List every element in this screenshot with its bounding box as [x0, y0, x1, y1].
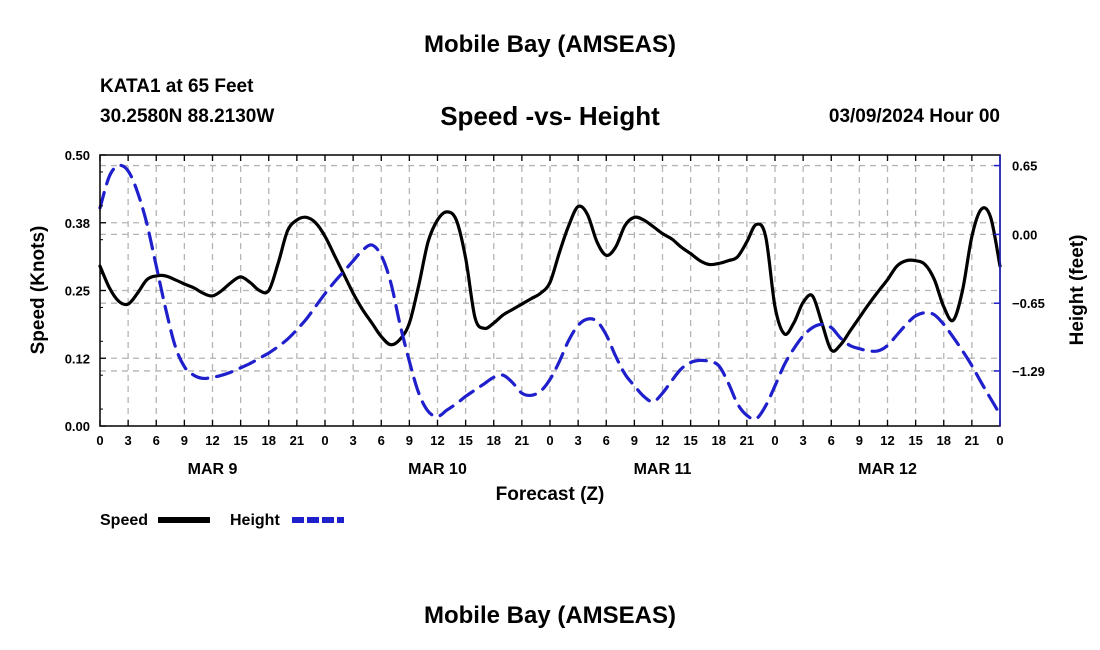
y-tick-label: 0.50 [65, 148, 90, 163]
x-tick-label: 0 [546, 433, 553, 448]
x-tick-label: 9 [631, 433, 638, 448]
x-tick-label: 12 [655, 433, 669, 448]
day-label: MAR 9 [188, 461, 238, 478]
x-tick-label: 3 [575, 433, 582, 448]
day-label: MAR 11 [634, 461, 692, 478]
y-tick-label: 0.00 [65, 419, 90, 434]
y-tick-label: 0.38 [65, 216, 90, 231]
x-tick-label: 0 [96, 433, 103, 448]
y2-tick-label: −1.29 [1012, 364, 1045, 379]
legend-label-height: Height [230, 512, 280, 529]
x-tick-label: 18 [712, 433, 726, 448]
legend: Speed Height [100, 512, 344, 529]
x-tick-label: 9 [406, 433, 413, 448]
station-label: KATA1 at 65 Feet [100, 76, 254, 97]
chart-title: Speed -vs- Height [440, 101, 660, 131]
grid-lines [100, 155, 1000, 426]
x-tick-label: 6 [378, 433, 385, 448]
forecast-start-time: 03/09/2024 Hour 00 [828, 106, 1000, 127]
axes: 0 3 6 9 12 15 18 21 0 3 6 9 12 15 18 21 0 3 6 9 12 15 18 21 0 3 6 9… [65, 148, 1045, 478]
x-tick-label: 18 [262, 433, 276, 448]
y-axis-title-left: Speed (Knots) [28, 226, 49, 355]
x-tick-label: 6 [828, 433, 835, 448]
x-tick-label: 21 [740, 433, 754, 448]
x-tick-label: 12 [430, 433, 444, 448]
x-tick-label: 6 [153, 433, 160, 448]
y-tick-label: 0.12 [65, 351, 90, 366]
speed-series-line [98, 204, 1002, 353]
x-tick-label: 18 [487, 433, 501, 448]
x-tick-label: 12 [205, 433, 219, 448]
y-tick-label: 0.25 [65, 284, 90, 299]
x-tick-label: 0 [321, 433, 328, 448]
x-tick-label: 15 [233, 433, 247, 448]
x-tick-label: 6 [603, 433, 610, 448]
day-label: MAR 12 [858, 461, 917, 478]
x-tick-label: 21 [290, 433, 304, 448]
y-axis-title-right: Height (feet) [1067, 235, 1088, 346]
x-tick-label: 15 [683, 433, 697, 448]
x-tick-label: 0 [771, 433, 778, 448]
plot-series [98, 163, 1002, 421]
x-axis-title: Forecast (Z) [496, 484, 605, 505]
x-tick-label: 3 [125, 433, 132, 448]
bottom-title: Mobile Bay (AMSEAS) [423, 602, 677, 629]
x-tick-label: 3 [800, 433, 807, 448]
y2-tick-label: −0.65 [1012, 296, 1045, 311]
x-tick-label: 21 [965, 433, 979, 448]
x-tick-label: 18 [937, 433, 951, 448]
day-label: MAR 10 [408, 461, 467, 478]
legend-label-speed: Speed [100, 512, 148, 529]
x-tick-label: 15 [908, 433, 922, 448]
x-tick-label: 15 [458, 433, 472, 448]
x-tick-label: 12 [880, 433, 894, 448]
y2-tick-label: 0.65 [1012, 159, 1037, 174]
x-tick-label: 21 [515, 433, 529, 448]
x-tick-label: 3 [350, 433, 357, 448]
x-tick-label: 0 [996, 433, 1003, 448]
x-tick-label: 9 [181, 433, 188, 448]
y2-tick-label: 0.00 [1012, 227, 1037, 242]
height-series-line [98, 163, 1002, 421]
x-tick-label: 9 [856, 433, 863, 448]
station-coordinates: 30.2580N 88.2130W [100, 106, 275, 127]
top-title: Mobile Bay (AMSEAS) [423, 31, 677, 58]
